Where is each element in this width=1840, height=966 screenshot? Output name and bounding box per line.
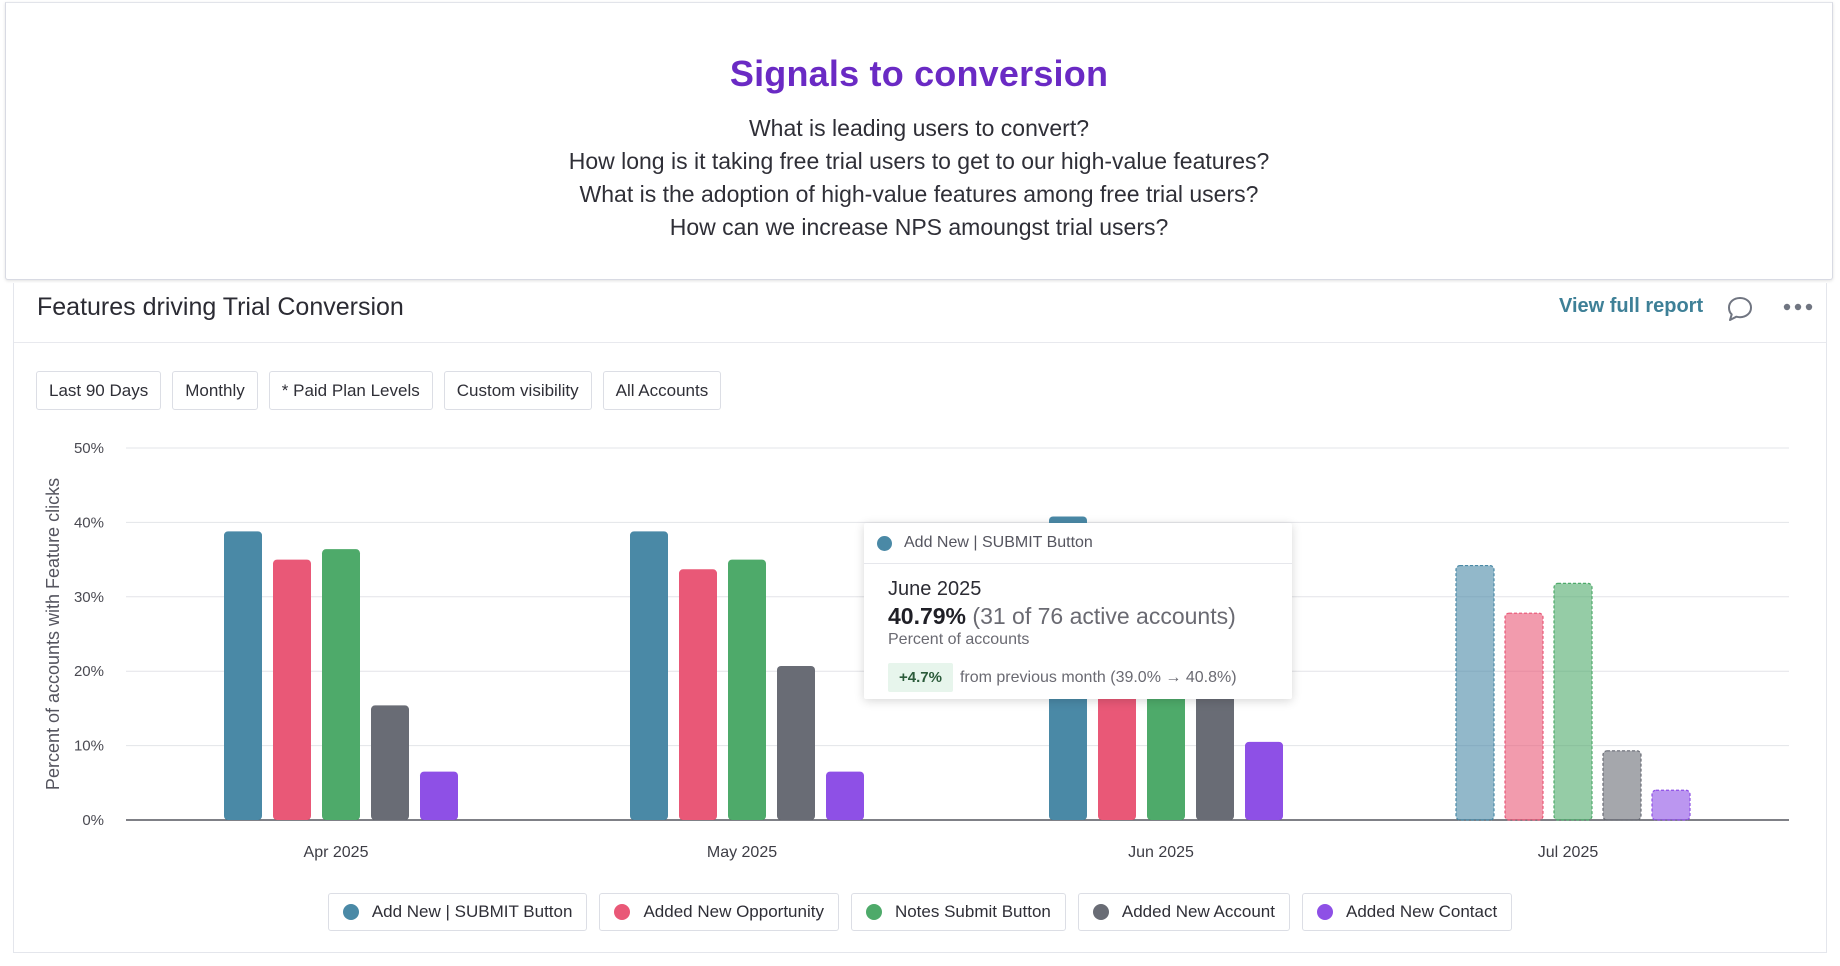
legend-swatch xyxy=(342,904,359,920)
x-tick-label: Jun 2025 xyxy=(1128,844,1194,861)
legend-label: Added New Account xyxy=(1121,902,1275,921)
legend-label: Add New | SUBMIT Button xyxy=(371,902,573,921)
legend-item[interactable]: Added New Account xyxy=(1077,893,1290,931)
bar xyxy=(777,665,815,820)
y-tick-label: 50% xyxy=(74,440,104,457)
tooltip-value: 40.79% xyxy=(888,603,967,629)
tooltip-detail: (31 of 76 active accounts) xyxy=(972,603,1236,629)
header-card: Signals to conversion What is leading us… xyxy=(5,2,1833,280)
legend-label: Notes Submit Button xyxy=(894,902,1051,921)
bar xyxy=(273,559,311,820)
tooltip-change: +4.7% from previous month (39.0% → 40.8%… xyxy=(888,663,1292,692)
legend-swatch xyxy=(1092,904,1109,920)
bar xyxy=(1651,789,1691,821)
more-options-icon[interactable] xyxy=(1783,301,1813,313)
view-full-report-link[interactable]: View full report xyxy=(1559,295,1704,317)
bar xyxy=(1245,741,1283,820)
comment-icon[interactable] xyxy=(1724,293,1756,325)
filter-interval[interactable]: Monthly xyxy=(172,371,258,410)
bar xyxy=(630,531,668,820)
bar xyxy=(826,771,864,820)
question-item: How long is it taking free trial users t… xyxy=(568,148,1270,174)
filter-accounts[interactable]: All Accounts xyxy=(602,371,722,410)
bar xyxy=(224,531,262,820)
legend-swatch xyxy=(614,904,631,920)
page-title: Signals to conversion xyxy=(729,53,1109,94)
question-item: What is the adoption of high-value featu… xyxy=(579,181,1259,207)
bar xyxy=(371,705,409,820)
x-tick-label: Jul 2025 xyxy=(1538,844,1599,861)
bar xyxy=(1602,750,1642,821)
filter-bar: Last 90 Days Monthly * Paid Plan Levels … xyxy=(36,371,722,410)
bar xyxy=(1553,582,1593,821)
legend-item[interactable]: Notes Submit Button xyxy=(850,893,1066,931)
legend-swatch xyxy=(1316,904,1333,920)
filter-plan-levels[interactable]: * Paid Plan Levels xyxy=(268,371,433,410)
card-title: Features driving Trial Conversion xyxy=(37,293,404,321)
questions-list: What is leading users to convert? How lo… xyxy=(6,112,1832,244)
legend-item[interactable]: Added New Contact xyxy=(1301,893,1513,931)
tooltip-header: Add New | SUBMIT Button xyxy=(864,523,1292,564)
divider xyxy=(14,342,1826,343)
y-tick-label: 0% xyxy=(82,812,104,829)
y-axis-label: Percent of accounts with Feature clicks xyxy=(43,478,63,790)
question-item: What is leading users to convert? xyxy=(748,115,1090,141)
bar xyxy=(322,549,360,820)
legend-label: Added New Contact xyxy=(1345,902,1498,921)
chart-legend: Add New | SUBMIT Button Added New Opport… xyxy=(14,893,1826,931)
y-tick-label: 10% xyxy=(74,738,104,755)
filter-visibility[interactable]: Custom visibility xyxy=(443,371,592,410)
y-tick-label: 20% xyxy=(74,663,104,680)
question-item: How can we increase NPS amoungst trial u… xyxy=(669,214,1169,240)
tooltip-caption: Percent of accounts xyxy=(888,631,1030,648)
tooltip-period: June 2025 xyxy=(888,578,982,600)
legend-item[interactable]: Added New Opportunity xyxy=(599,893,839,931)
y-tick-label: 30% xyxy=(74,589,104,606)
tooltip-body: June 2025 40.79% (31 of 76 active accoun… xyxy=(864,564,1292,692)
bar xyxy=(1196,686,1234,820)
tooltip-value-line: 40.79% (31 of 76 active accounts) xyxy=(888,603,1292,630)
filter-date-range[interactable]: Last 90 Days xyxy=(36,371,162,410)
change-badge: +4.7% xyxy=(888,663,953,692)
bar xyxy=(679,569,717,820)
chart-card: Features driving Trial Conversion View f… xyxy=(13,283,1827,953)
legend-item[interactable]: Add New | SUBMIT Button xyxy=(327,893,588,931)
change-text: from previous month (39.0% → 40.8%) xyxy=(959,668,1237,686)
chart-tooltip: Add New | SUBMIT Button June 2025 40.79%… xyxy=(864,523,1292,699)
bar xyxy=(1504,612,1544,821)
legend-label: Added New Opportunity xyxy=(643,902,824,921)
x-tick-label: May 2025 xyxy=(707,844,777,861)
bar xyxy=(1455,564,1495,821)
bar xyxy=(728,559,766,820)
tooltip-series-name: Add New | SUBMIT Button xyxy=(904,534,1093,551)
x-tick-label: Apr 2025 xyxy=(304,844,369,861)
bar xyxy=(420,771,458,820)
tooltip-series-dot xyxy=(877,535,892,551)
legend-swatch xyxy=(865,904,882,920)
y-tick-label: 40% xyxy=(74,514,104,531)
